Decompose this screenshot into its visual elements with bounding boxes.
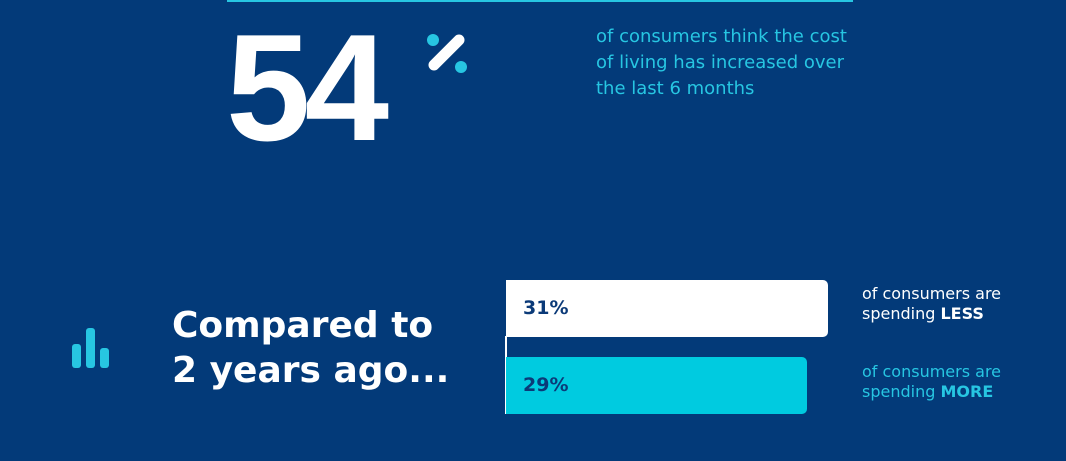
bar-chart-icon bbox=[72, 328, 109, 368]
description-emphasis: MORE bbox=[940, 382, 994, 401]
bar-label: 29% bbox=[523, 374, 569, 396]
bar bbox=[506, 280, 828, 337]
description-emphasis: LESS bbox=[940, 304, 984, 323]
bar-label: 31% bbox=[523, 297, 569, 319]
comparison-title: Compared to 2 years ago... bbox=[172, 305, 450, 391]
description-text: of consumers are spending bbox=[862, 284, 1002, 323]
headline-description: of consumers think the cost of living ha… bbox=[596, 26, 847, 99]
top-rule bbox=[227, 0, 853, 2]
bar bbox=[506, 357, 808, 414]
bar-description: of consumers are spending MORE bbox=[862, 362, 1042, 402]
description-text: of consumers are spending bbox=[862, 362, 1002, 401]
bar-description: of consumers are spending LESS bbox=[862, 284, 1042, 324]
headline-value: 54 bbox=[226, 3, 389, 173]
percent-icon bbox=[427, 34, 467, 73]
